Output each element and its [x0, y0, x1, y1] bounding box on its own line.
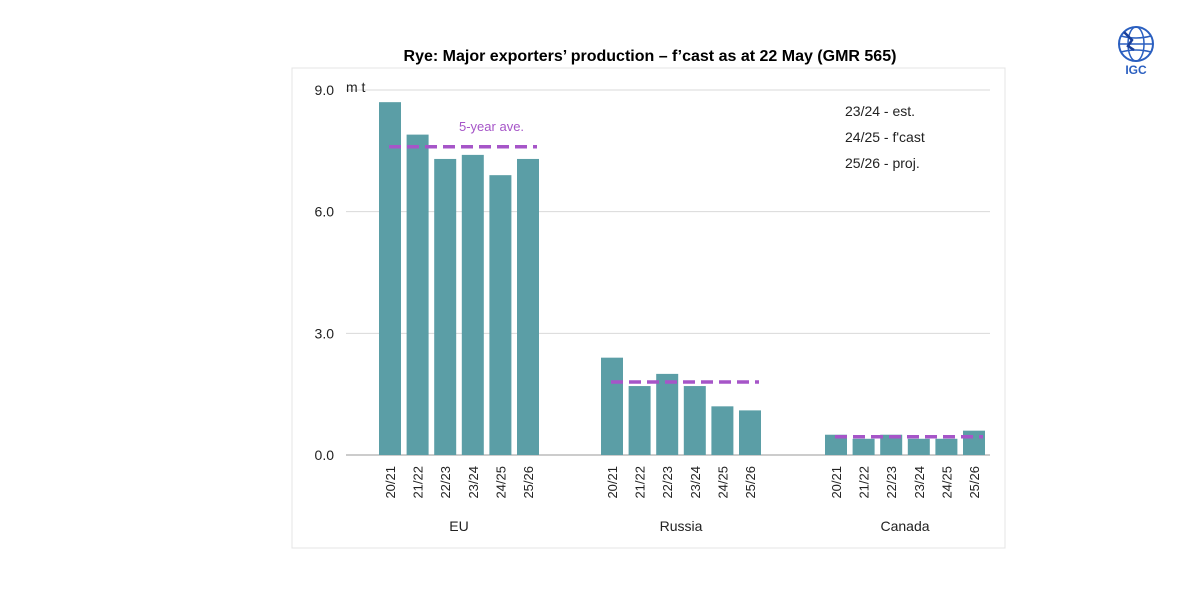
x-tick-label: 22/23	[884, 466, 899, 499]
x-tick-label: 25/26	[967, 466, 982, 499]
y-tick-label: 9.0	[315, 82, 335, 98]
x-tick-label: 25/26	[521, 466, 536, 499]
x-tick-label: 23/24	[466, 466, 481, 499]
x-tick-label: 20/21	[383, 466, 398, 499]
y-tick-label: 0.0	[315, 447, 335, 463]
x-tick-label: 22/23	[438, 466, 453, 499]
x-tick-label: 21/22	[633, 466, 648, 499]
bar-russia-22-23	[656, 373, 679, 455]
group-label-russia: Russia	[660, 518, 703, 534]
y-unit-label: m t	[346, 79, 366, 95]
bar-eu-22-23	[434, 158, 457, 455]
bar-russia-23-24	[683, 386, 706, 455]
bar-eu-25-26	[517, 158, 539, 455]
bar-russia-25-26	[739, 410, 761, 455]
x-tick-label: 23/24	[912, 466, 927, 499]
bar-canada-21-22	[852, 438, 875, 455]
bar-eu-21-22	[406, 134, 429, 455]
chart-title: Rye: Major exporters’ production – f’cas…	[403, 48, 897, 65]
x-axis-tick-labels: 20/21 21/22 22/23 23/24 24/25 25/26 20/21 21/22…	[383, 466, 982, 499]
x-tick-label: 24/25	[715, 466, 730, 499]
note-line: 23/24 - est.	[845, 103, 915, 119]
bar-canada-20-21	[825, 434, 847, 455]
group-labels: EU Russia Canada	[449, 518, 929, 534]
x-tick-label: 22/23	[660, 466, 675, 499]
bar-russia-20-21	[601, 357, 623, 455]
notes: 23/24 - est. 24/25 - f'cast 25/26 - proj.	[845, 103, 925, 171]
x-tick-label: 20/21	[605, 466, 620, 499]
bar-eu-20-21	[379, 102, 401, 456]
igc-logo: IGC	[1110, 20, 1162, 78]
note-line: 25/26 - proj.	[845, 155, 920, 171]
y-tick-label: 3.0	[315, 325, 335, 341]
y-axis-ticks: 9.0 6.0 3.0 0.0	[315, 82, 335, 463]
bars	[379, 102, 985, 456]
x-tick-label: 24/25	[939, 466, 954, 499]
bar-eu-24-25	[489, 175, 512, 455]
y-tick-label: 6.0	[315, 204, 335, 220]
x-tick-label: 21/22	[857, 466, 872, 499]
chart-frame	[291, 67, 1006, 549]
bar-eu-23-24	[461, 154, 484, 455]
globe-icon: IGC	[1118, 26, 1154, 77]
x-tick-label: 20/21	[829, 466, 844, 499]
bar-russia-21-22	[628, 386, 651, 455]
bar-canada-23-24	[907, 438, 930, 455]
bar-russia-24-25	[711, 406, 734, 455]
bar-canada-25-26	[963, 430, 985, 455]
x-tick-label: 24/25	[493, 466, 508, 499]
group-label-canada: Canada	[880, 518, 929, 534]
logo-text: IGC	[1125, 63, 1147, 77]
group-label-eu: EU	[449, 518, 468, 534]
bar-canada-22-23	[880, 434, 903, 455]
x-tick-label: 21/22	[411, 466, 426, 499]
x-tick-label: 23/24	[688, 466, 703, 499]
note-line: 24/25 - f'cast	[845, 129, 925, 145]
five-year-average-lines	[389, 145, 983, 439]
avg-label: 5-year ave.	[459, 119, 524, 134]
x-tick-label: 25/26	[743, 466, 758, 499]
bar-canada-24-25	[935, 438, 958, 455]
